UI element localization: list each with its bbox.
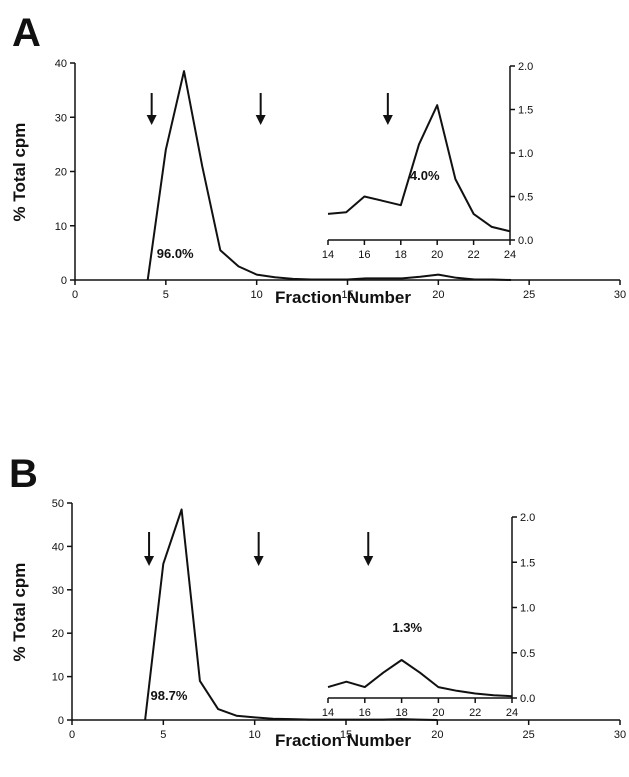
- inset-x-tick-label: 22: [467, 249, 479, 261]
- inset-y-tick-label: 0.5: [518, 192, 533, 204]
- inset-y-tick-label: 1.5: [518, 105, 533, 117]
- y-tick-label: 0: [58, 715, 64, 727]
- arrow-head: [382, 115, 393, 125]
- y-tick-label: 30: [52, 585, 64, 597]
- x-tick-label: 0: [72, 289, 78, 301]
- inset-series-line: [327, 104, 511, 233]
- inset-chart: 14 16 18 20 22 240.0 0.5 1.0 1.5 2.0 4.0%: [322, 61, 533, 261]
- y-tick-label: 30: [55, 112, 67, 124]
- arrow-head: [146, 115, 157, 125]
- x-tick-label: 10: [249, 729, 261, 741]
- panel-label: B: [9, 452, 38, 496]
- inset-chart: 14 16 18 20 22 240.0 0.5 1.0 1.5 2.0 1.3%: [322, 512, 535, 719]
- y-tick-label: 20: [55, 167, 67, 179]
- y-axis-title: % Total cpm: [10, 123, 29, 222]
- x-tick-label: 0: [69, 729, 75, 741]
- inset-x-tick-label: 14: [322, 707, 334, 719]
- inset-x-tick-label: 14: [322, 249, 334, 261]
- inset-x-tick-label: 18: [395, 707, 407, 719]
- y-tick-label: 0: [61, 275, 67, 287]
- inset-y-tick-label: 0.5: [520, 648, 535, 660]
- fraction-arrow: [363, 532, 374, 566]
- x-tick-label: 30: [614, 289, 626, 301]
- fraction-arrow: [144, 532, 155, 566]
- chart-panel-b: B 0 10 20 30 40 50 0 5 10 15 20 25 30 % Total cpm Fract…: [9, 452, 626, 750]
- inset-x-tick-label: 20: [432, 707, 444, 719]
- panel-label: A: [12, 11, 41, 55]
- inset-percent-annotation: 4.0%: [410, 168, 440, 183]
- inset-x-tick-label: 24: [504, 249, 516, 261]
- arrow-head: [253, 556, 264, 566]
- inset-y-tick-label: 0.0: [518, 235, 533, 247]
- fraction-arrow: [255, 93, 266, 125]
- x-tick-label: 25: [523, 289, 535, 301]
- inset-y-tick-label: 1.5: [520, 557, 535, 569]
- inset-y-tick-label: 1.0: [520, 603, 535, 615]
- y-tick-label: 50: [52, 498, 64, 510]
- x-tick-label: 15: [341, 289, 353, 301]
- arrow-head: [255, 115, 266, 125]
- inset-x-tick-label: 16: [359, 707, 371, 719]
- inset-x-tick-label: 22: [469, 707, 481, 719]
- inset-y-tick-label: 2.0: [520, 512, 535, 524]
- arrow-head: [144, 556, 155, 566]
- inset-series-line: [327, 659, 513, 698]
- x-axis-title: Fraction Number: [275, 288, 411, 307]
- x-tick-label: 10: [251, 289, 263, 301]
- arrow-head: [363, 556, 374, 566]
- percent-annotation: 98.7%: [151, 688, 188, 703]
- y-axis-title: % Total cpm: [10, 563, 29, 662]
- inset-y-tick-label: 2.0: [518, 61, 533, 73]
- inset-y-tick-label: 1.0: [518, 148, 533, 160]
- y-tick-label: 40: [52, 541, 64, 553]
- y-tick-label: 10: [55, 221, 67, 233]
- y-tick-label: 40: [55, 58, 67, 70]
- x-tick-label: 30: [614, 729, 626, 741]
- fraction-arrow: [146, 93, 157, 125]
- chart-panel-a: A 0 10 20 30 40 0 5 10 15 20 25 30 % Total cpm Fractio…: [10, 11, 626, 307]
- x-tick-label: 5: [160, 729, 166, 741]
- y-tick-label: 10: [52, 672, 64, 684]
- series-line: [146, 70, 512, 281]
- x-tick-label: 20: [432, 289, 444, 301]
- inset-percent-annotation: 1.3%: [392, 620, 422, 635]
- inset-x-tick-label: 16: [358, 249, 370, 261]
- inset-y-tick-label: 0.0: [520, 693, 535, 705]
- x-tick-label: 5: [163, 289, 169, 301]
- x-tick-label: 20: [431, 729, 443, 741]
- x-axis-title: Fraction Number: [275, 731, 411, 750]
- inset-x-tick-label: 18: [395, 249, 407, 261]
- fraction-arrow: [253, 532, 264, 566]
- series-line: [144, 508, 438, 721]
- y-tick-label: 20: [52, 628, 64, 640]
- inset-x-tick-label: 20: [431, 249, 443, 261]
- fraction-arrow: [382, 93, 393, 125]
- x-tick-label: 25: [523, 729, 535, 741]
- inset-x-tick-label: 24: [506, 707, 518, 719]
- x-tick-label: 15: [340, 729, 352, 741]
- percent-annotation: 96.0%: [157, 246, 194, 261]
